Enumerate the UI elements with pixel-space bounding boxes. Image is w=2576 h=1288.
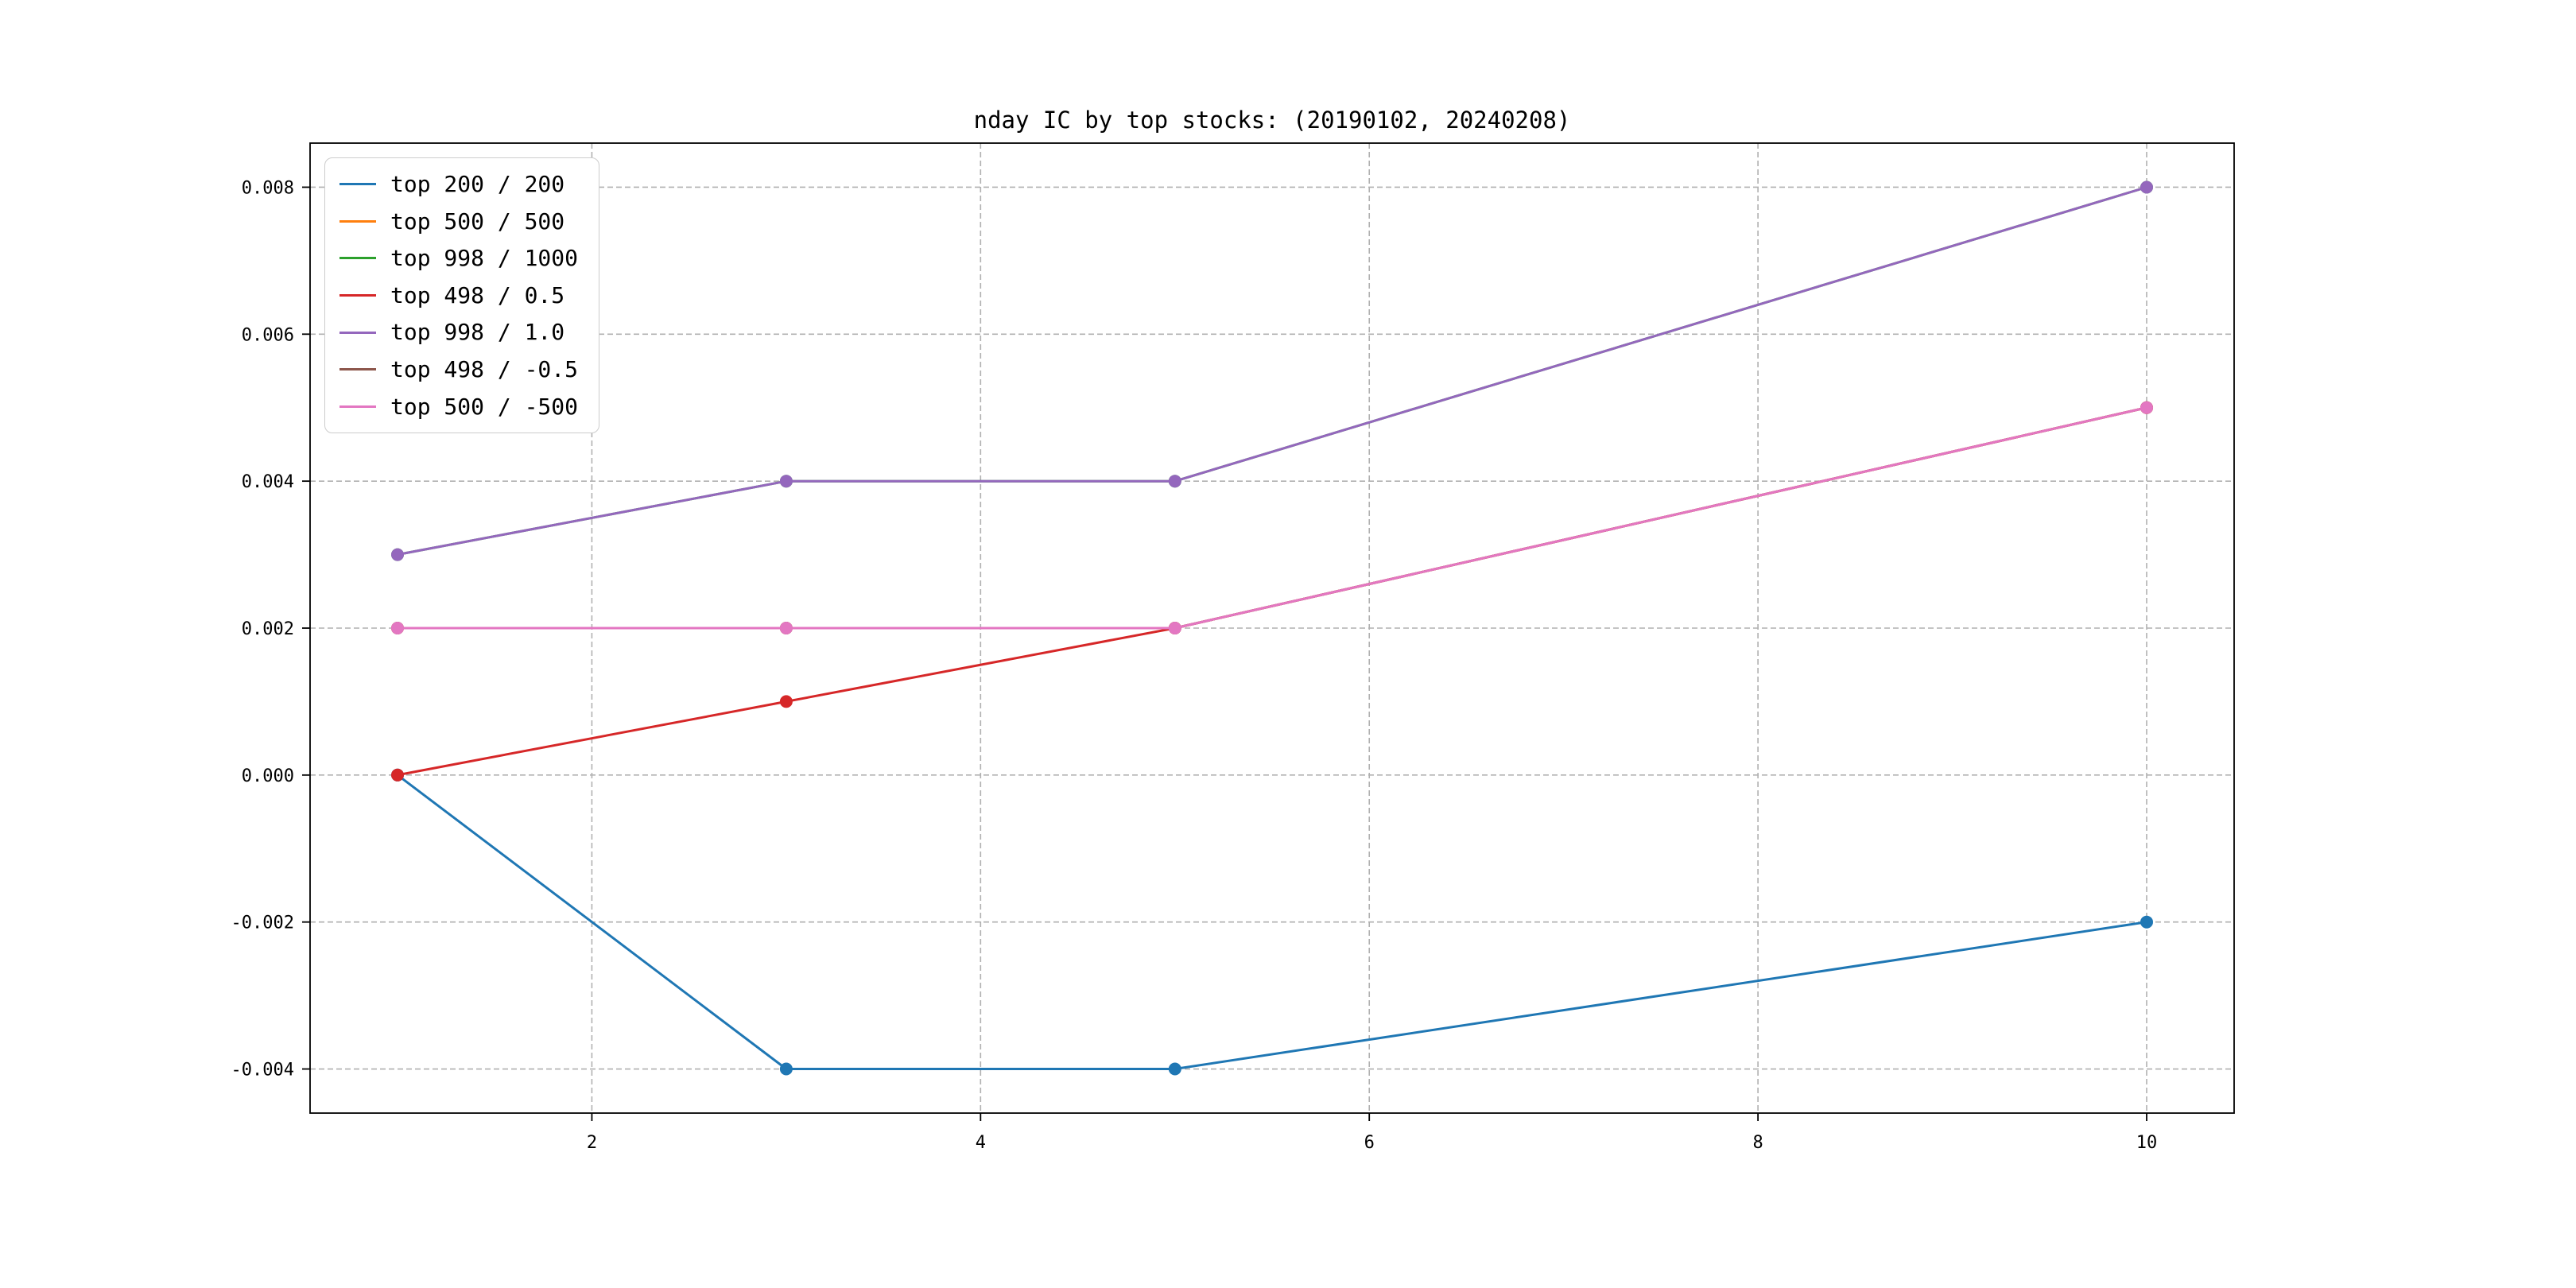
legend-line-swatch bbox=[339, 219, 376, 223]
legend: top 200 / 200 top 500 / 500 top 998 / 1000… bbox=[324, 157, 600, 434]
legend-item: top 500 / -500 bbox=[339, 394, 578, 421]
svg-text:4: 4 bbox=[976, 1133, 986, 1153]
legend-item: top 498 / -0.5 bbox=[339, 356, 578, 383]
svg-text:0.006: 0.006 bbox=[242, 325, 294, 345]
legend-label: top 998 / 1000 bbox=[390, 245, 579, 272]
svg-text:-0.002: -0.002 bbox=[231, 914, 294, 933]
legend-label: top 498 / -0.5 bbox=[390, 355, 579, 382]
svg-text:0.002: 0.002 bbox=[242, 619, 294, 639]
svg-text:6: 6 bbox=[1364, 1133, 1375, 1153]
svg-text:0.004: 0.004 bbox=[242, 472, 294, 492]
svg-text:8: 8 bbox=[1752, 1133, 1763, 1153]
legend-line-swatch bbox=[339, 183, 376, 186]
legend-label: top 500 / 500 bbox=[390, 208, 565, 235]
legend-label: top 498 / 0.5 bbox=[390, 281, 565, 308]
legend-label: top 998 / 1.0 bbox=[390, 319, 565, 346]
chart-title: nday IC by top stocks: (20190102, 202402… bbox=[973, 107, 1571, 134]
legend-line-swatch bbox=[339, 405, 376, 408]
legend-item: top 498 / 0.5 bbox=[339, 282, 578, 309]
legend-line-swatch bbox=[339, 294, 376, 297]
legend-label: top 500 / -500 bbox=[390, 393, 579, 420]
legend-item: top 200 / 200 bbox=[339, 171, 578, 198]
legend-item: top 500 / 500 bbox=[339, 208, 578, 235]
legend-line-swatch bbox=[339, 368, 376, 371]
legend-line-swatch bbox=[339, 257, 376, 260]
svg-text:0.000: 0.000 bbox=[242, 766, 294, 786]
svg-text:10: 10 bbox=[2136, 1133, 2158, 1153]
svg-text:-0.004: -0.004 bbox=[231, 1061, 294, 1080]
legend-line-swatch bbox=[339, 331, 376, 334]
svg-text:0.008: 0.008 bbox=[242, 178, 294, 198]
svg-text:2: 2 bbox=[587, 1133, 597, 1153]
legend-item: top 998 / 1.0 bbox=[339, 319, 578, 346]
legend-label: top 200 / 200 bbox=[390, 171, 565, 197]
legend-item: top 998 / 1000 bbox=[339, 245, 578, 272]
